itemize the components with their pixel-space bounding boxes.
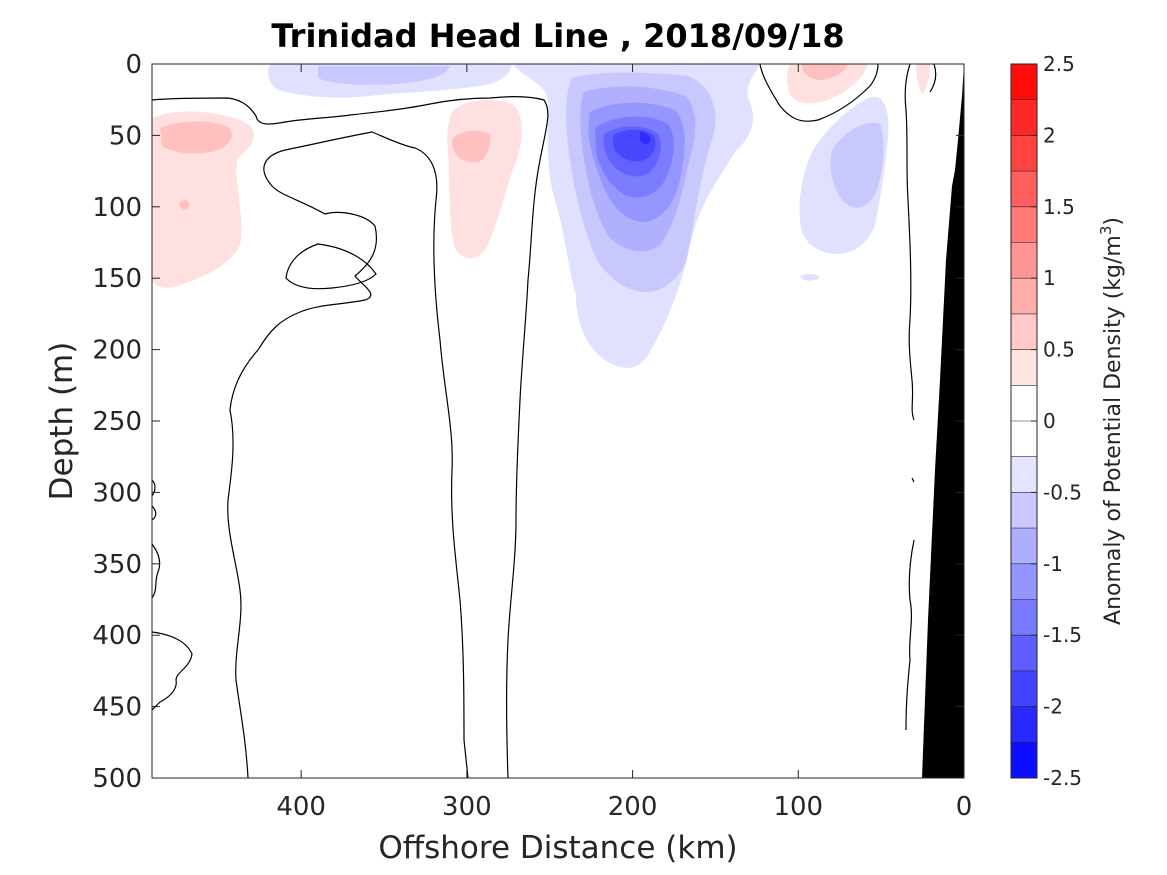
colorbar-ticks: 2.5 2 1.5 1 0.5 0 -0.5 -1 -1.5 -2 -2.5	[1031, 52, 1082, 790]
y-tick-label: 350	[92, 550, 142, 580]
zero-contour	[152, 631, 193, 711]
colorbar-swatch	[1011, 599, 1037, 636]
zero-contour	[152, 479, 161, 599]
anomaly-fill-layer	[152, 64, 930, 368]
y-axis-label: Depth (m)	[44, 342, 80, 501]
y-tick-label: 100	[92, 193, 142, 223]
y-tick-label: 400	[92, 621, 142, 651]
anomaly-patch-surface-negative	[268, 64, 512, 98]
colorbar-swatch	[1011, 278, 1037, 315]
zero-contour	[904, 64, 915, 731]
colorbar-label: Anomaly of Potential Density (kg/m3)	[1097, 217, 1126, 625]
y-tick-label: 50	[109, 121, 142, 151]
y-tick-label: 450	[92, 693, 142, 723]
zero-contour	[285, 243, 377, 290]
colorbar-swatch	[1011, 99, 1037, 136]
colorbar-tick-label: 1	[1043, 266, 1056, 290]
zero-contour	[929, 64, 937, 93]
colorbar-tick-label: -0.5	[1043, 480, 1082, 504]
y-tick-label: 0	[125, 50, 142, 80]
colorbar-tick-label: 2	[1043, 123, 1056, 147]
zero-contour	[227, 131, 469, 778]
zero-contour	[911, 477, 915, 483]
colorbar-swatch	[1011, 528, 1037, 565]
colorbar-tick-label: -2.5	[1043, 766, 1082, 790]
zero-contour	[152, 96, 549, 778]
y-tick-label: 250	[92, 407, 142, 437]
colorbar-swatch	[1011, 385, 1037, 422]
anomaly-patch-upper-west-positive	[152, 111, 254, 288]
colorbar-tick-label: -1.5	[1043, 623, 1082, 647]
bathymetry-mask	[922, 64, 964, 778]
anomaly-patch-shelf-positive	[916, 64, 930, 94]
y-tick-label: 150	[92, 264, 142, 294]
colorbar-swatch	[1011, 670, 1037, 708]
colorbar-swatch	[1011, 421, 1037, 458]
colorbar-swatch	[1011, 456, 1037, 493]
colorbar-tick-label: -1	[1043, 552, 1063, 576]
colorbar-swatch	[1011, 135, 1037, 172]
colorbar-label-end: )	[1101, 217, 1126, 226]
colorbar-swatches	[1011, 63, 1037, 779]
colorbar-tick-label: -2	[1043, 695, 1063, 719]
colorbar-swatch	[1011, 563, 1037, 600]
y-axis-ticks: 0 50 100 150 200 250 300 350 400 450 500	[92, 50, 964, 794]
colorbar-tick-label: 0	[1043, 409, 1056, 433]
x-tick-label: 400	[276, 792, 326, 822]
colorbar-swatch	[1011, 492, 1037, 529]
x-tick-label: 300	[442, 792, 492, 822]
chart-title: Trinidad Head Line , 2018/09/18	[271, 17, 844, 55]
x-tick-label: 200	[608, 792, 658, 822]
colorbar-swatch	[1011, 242, 1037, 279]
colorbar-swatch	[1011, 313, 1037, 351]
x-tick-label: 100	[773, 792, 823, 822]
zero-contour	[759, 64, 879, 122]
colorbar-swatch	[1011, 706, 1037, 743]
colorbar-label-sup: 3	[1097, 226, 1115, 236]
colorbar-tick-label: 1.5	[1043, 195, 1075, 219]
colorbar-swatch	[1011, 742, 1037, 779]
anomaly-patch-70km-negative	[799, 96, 889, 281]
zero-contour-layer	[152, 64, 937, 778]
plot-area	[151, 63, 965, 779]
colorbar-swatch	[1011, 349, 1037, 386]
colorbar-swatch	[1011, 206, 1037, 243]
anomaly-patch-main-negative-eddy	[512, 64, 760, 368]
anomaly-patch-90km-positive	[787, 64, 868, 104]
x-axis-ticks: 400 300 200 100 0	[276, 64, 972, 822]
colorbar-label-main: Anomaly of Potential Density (kg/m	[1101, 235, 1126, 625]
colorbar-swatch	[1011, 635, 1037, 672]
anomaly-patch-290km-positive	[447, 99, 522, 259]
x-tick-label: 0	[956, 792, 973, 822]
colorbar: 2.5 2 1.5 1 0.5 0 -0.5 -1 -1.5 -2 -2.5 Anomaly of …	[1010, 52, 1126, 790]
colorbar-swatch	[1011, 64, 1037, 101]
colorbar-swatch	[1011, 171, 1037, 208]
colorbar-tick-label: 0.5	[1043, 338, 1075, 362]
colorbar-tick-label: 2.5	[1043, 52, 1075, 76]
y-tick-label: 200	[92, 336, 142, 366]
x-axis-label: Offshore Distance (km)	[378, 830, 737, 866]
y-tick-label: 300	[92, 478, 142, 508]
y-tick-label: 500	[92, 764, 142, 794]
